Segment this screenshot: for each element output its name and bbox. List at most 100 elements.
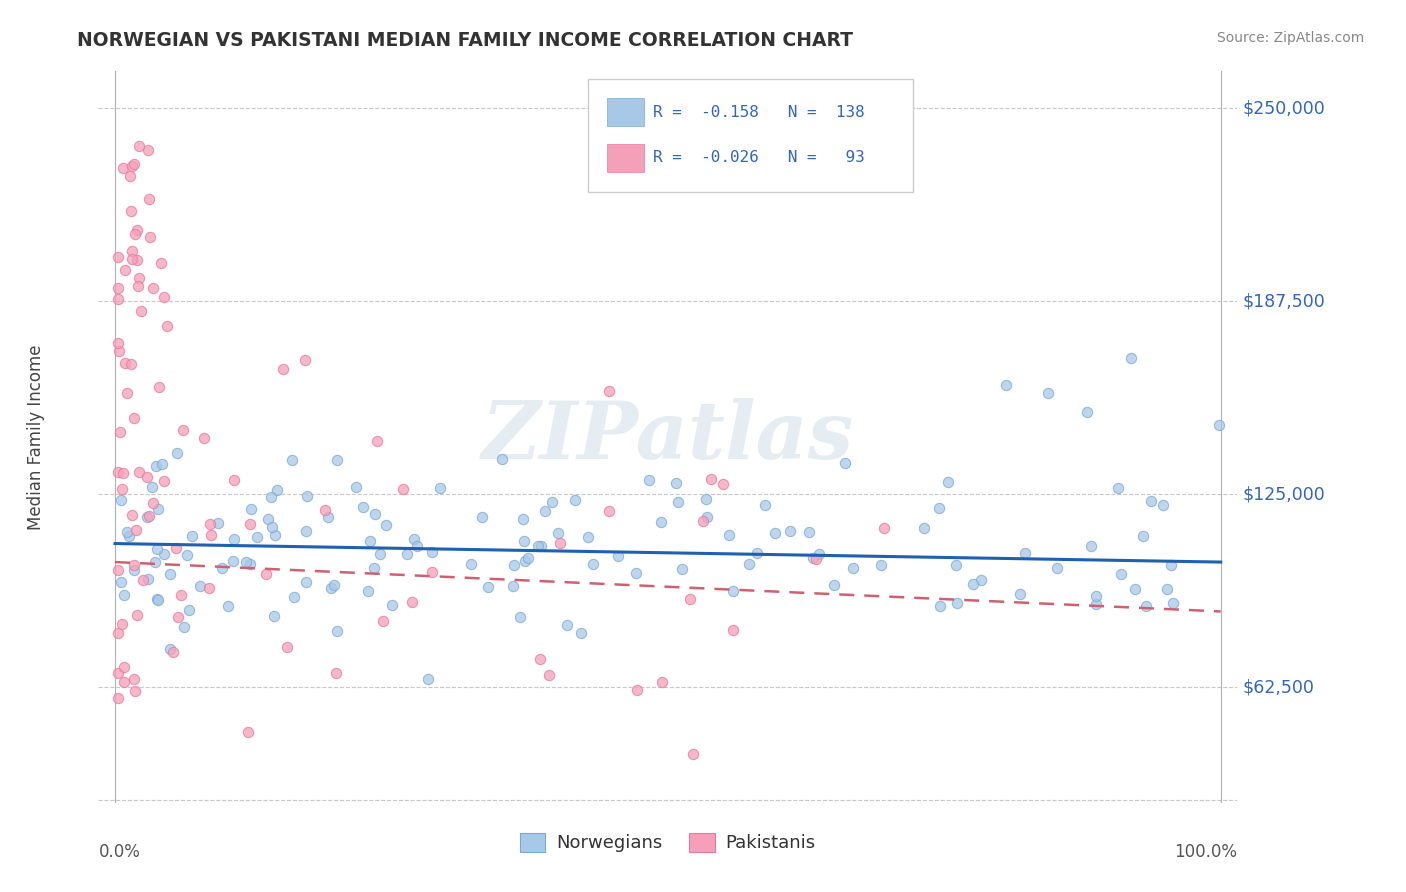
Point bbox=[115, 386, 138, 401]
Point bbox=[946, 596, 969, 610]
Point bbox=[176, 548, 198, 562]
Point bbox=[115, 524, 138, 539]
Point bbox=[153, 290, 176, 304]
Legend: Norwegians, Pakistanis: Norwegians, Pakistanis bbox=[513, 826, 823, 860]
Point bbox=[928, 500, 950, 515]
Text: R =  -0.158   N =  138: R = -0.158 N = 138 bbox=[652, 105, 865, 120]
Point bbox=[141, 480, 163, 494]
Point bbox=[124, 227, 146, 241]
Point bbox=[1014, 546, 1036, 560]
Point bbox=[239, 516, 262, 531]
Point bbox=[429, 482, 451, 496]
Point bbox=[112, 675, 135, 690]
Point bbox=[1156, 582, 1178, 596]
Point bbox=[138, 509, 160, 524]
Point bbox=[538, 667, 561, 681]
Point bbox=[471, 510, 494, 524]
Point bbox=[513, 533, 536, 548]
Point bbox=[912, 520, 935, 534]
Text: $125,000: $125,000 bbox=[1243, 485, 1326, 503]
Point bbox=[352, 500, 374, 515]
Point bbox=[401, 595, 423, 609]
Point bbox=[114, 263, 136, 277]
Point bbox=[146, 542, 169, 557]
Point bbox=[344, 480, 367, 494]
Point bbox=[198, 581, 221, 595]
Point bbox=[238, 724, 260, 739]
Text: Median Family Income: Median Family Income bbox=[27, 344, 45, 530]
Point bbox=[323, 578, 346, 592]
Point bbox=[150, 458, 173, 472]
Point bbox=[1161, 596, 1184, 610]
Point bbox=[121, 244, 143, 258]
Point bbox=[516, 551, 538, 566]
Point bbox=[491, 452, 513, 467]
Point bbox=[1140, 493, 1163, 508]
Point bbox=[700, 471, 723, 485]
Point bbox=[149, 256, 172, 270]
Point bbox=[529, 652, 551, 666]
Point bbox=[127, 608, 149, 623]
Point bbox=[283, 590, 305, 604]
Point bbox=[406, 539, 429, 553]
Point bbox=[1046, 561, 1069, 575]
Text: Source: ZipAtlas.com: Source: ZipAtlas.com bbox=[1216, 31, 1364, 45]
Point bbox=[763, 525, 786, 540]
Point bbox=[804, 551, 827, 566]
Point bbox=[801, 550, 824, 565]
Point bbox=[146, 592, 169, 607]
Point bbox=[107, 562, 129, 576]
Point bbox=[295, 489, 318, 503]
Point bbox=[582, 558, 605, 572]
Point bbox=[276, 640, 298, 654]
Point bbox=[1119, 351, 1142, 366]
Point bbox=[131, 304, 153, 318]
Point bbox=[211, 560, 233, 574]
Point bbox=[797, 525, 820, 540]
Point bbox=[503, 558, 526, 573]
Point bbox=[665, 475, 688, 490]
Point bbox=[945, 558, 967, 572]
Point bbox=[368, 547, 391, 561]
Point bbox=[114, 356, 136, 370]
Point bbox=[142, 496, 165, 510]
Point bbox=[314, 502, 336, 516]
Point bbox=[375, 517, 398, 532]
Point bbox=[111, 161, 134, 175]
Point bbox=[127, 278, 149, 293]
Point bbox=[159, 641, 181, 656]
Point bbox=[124, 410, 146, 425]
Point bbox=[1107, 481, 1129, 495]
Point bbox=[541, 495, 564, 509]
Point bbox=[139, 230, 162, 244]
Point bbox=[509, 610, 531, 624]
Point bbox=[146, 502, 169, 516]
Point bbox=[156, 318, 179, 333]
Text: 100.0%: 100.0% bbox=[1174, 843, 1237, 861]
Point bbox=[107, 250, 129, 264]
Point bbox=[263, 608, 285, 623]
Point bbox=[107, 465, 129, 479]
Point bbox=[711, 476, 734, 491]
Point bbox=[363, 561, 385, 575]
Point bbox=[112, 660, 135, 674]
Point bbox=[319, 581, 342, 595]
Point bbox=[936, 475, 959, 489]
Point bbox=[530, 539, 553, 553]
Point bbox=[121, 508, 143, 522]
Point bbox=[745, 546, 768, 560]
Point bbox=[111, 482, 134, 496]
Point bbox=[723, 583, 745, 598]
Point bbox=[152, 547, 174, 561]
Point bbox=[110, 492, 132, 507]
Point bbox=[404, 532, 426, 546]
Point bbox=[962, 577, 984, 591]
Point bbox=[1085, 597, 1108, 611]
Point bbox=[502, 579, 524, 593]
Point bbox=[598, 384, 620, 399]
Point bbox=[638, 474, 661, 488]
Point bbox=[112, 466, 135, 480]
Point bbox=[128, 139, 150, 153]
Point bbox=[142, 281, 165, 295]
Point bbox=[295, 524, 318, 538]
